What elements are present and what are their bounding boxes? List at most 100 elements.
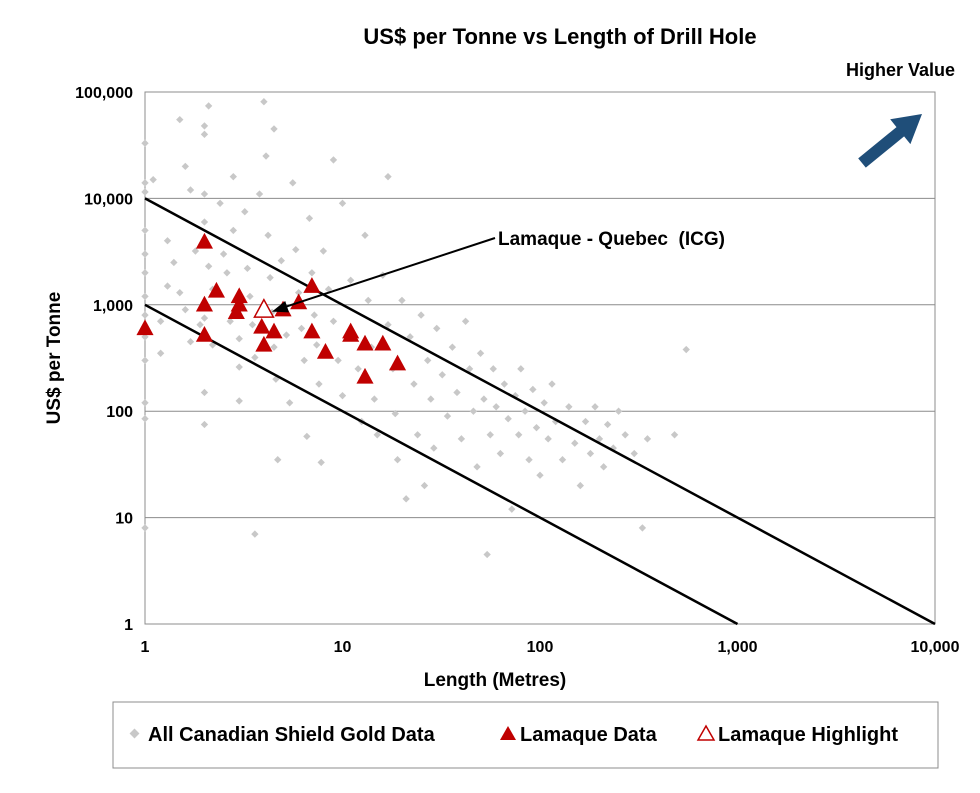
- data-point: [141, 179, 149, 187]
- data-point: [141, 292, 149, 301]
- data-point: [204, 102, 213, 110]
- x-tick-label: 10: [334, 639, 352, 656]
- data-point: [489, 365, 497, 373]
- data-point: [176, 288, 184, 297]
- data-point: [338, 199, 347, 207]
- data-point: [255, 190, 264, 198]
- data-point: [191, 247, 200, 255]
- data-point: [576, 481, 584, 490]
- data-point: [141, 311, 149, 319]
- data-point: [536, 471, 544, 479]
- series-canadian-shield: [141, 98, 690, 559]
- data-point: [504, 415, 512, 423]
- data-point: [591, 403, 599, 411]
- data-point: [361, 231, 369, 239]
- data-point: [141, 250, 149, 258]
- data-point: [219, 250, 228, 258]
- data-point: [430, 444, 438, 452]
- data-point: [303, 432, 311, 441]
- data-point: [438, 371, 446, 379]
- data-point: [181, 162, 189, 171]
- data-point: [433, 324, 441, 333]
- data-point: [384, 173, 392, 181]
- data-point: [277, 256, 285, 265]
- data-point: [260, 98, 268, 106]
- data-point: [393, 456, 402, 464]
- series-lamaque: [136, 232, 407, 384]
- data-point: [292, 245, 300, 254]
- data-point: [141, 139, 149, 147]
- data-point: [540, 399, 548, 407]
- data-point: [266, 273, 274, 282]
- data-point: [581, 417, 590, 426]
- data-point: [496, 449, 505, 458]
- data-point: [473, 463, 481, 471]
- y-tick-label: 1,000: [93, 298, 133, 315]
- data-point: [300, 356, 308, 365]
- data-point: [265, 322, 283, 339]
- data-point: [243, 264, 252, 273]
- reference-line: [144, 303, 739, 626]
- data-point: [599, 463, 608, 471]
- data-point: [200, 130, 209, 139]
- data-point: [532, 424, 541, 432]
- data-point: [364, 296, 372, 305]
- data-point: [230, 295, 248, 312]
- data-point: [638, 524, 647, 532]
- data-point: [413, 431, 422, 439]
- data-point: [384, 321, 392, 329]
- data-point: [200, 314, 209, 322]
- data-point: [682, 345, 690, 354]
- data-point: [289, 179, 297, 187]
- data-point: [465, 365, 474, 373]
- legend-box: [112, 701, 939, 769]
- data-point: [163, 237, 172, 245]
- data-point: [342, 322, 360, 339]
- data-point: [141, 226, 149, 235]
- legend-marker-highlight: [696, 724, 716, 741]
- data-point: [253, 298, 275, 318]
- data-point: [195, 232, 214, 249]
- data-point: [181, 305, 189, 314]
- data-point: [229, 173, 237, 181]
- data-point: [251, 353, 259, 362]
- data-point: [595, 435, 604, 443]
- data-point: [521, 407, 529, 415]
- data-point: [391, 409, 399, 418]
- data-point: [410, 380, 418, 388]
- y-axis-label: US$ per Tonne: [44, 292, 65, 425]
- data-point: [308, 269, 316, 277]
- data-point: [469, 407, 478, 415]
- data-point: [558, 456, 567, 464]
- data-point: [461, 317, 470, 325]
- data-point: [248, 321, 257, 329]
- x-tick-label: 100: [527, 639, 554, 656]
- x-tick-label: 10,000: [911, 639, 960, 656]
- data-point: [295, 288, 303, 297]
- data-point: [270, 343, 278, 351]
- data-point: [346, 276, 355, 284]
- data-point: [156, 349, 165, 357]
- data-point: [603, 420, 612, 429]
- x-tick-label: 1: [141, 639, 150, 656]
- data-point: [548, 380, 556, 388]
- x-axis-tick-labels: 1 10 100 1,000 10,000: [141, 639, 960, 656]
- data-point: [398, 296, 406, 305]
- x-tick-label: 1,000: [717, 639, 757, 656]
- data-point: [329, 317, 338, 325]
- data-point: [310, 311, 319, 319]
- data-point: [200, 190, 209, 198]
- data-point: [235, 397, 243, 405]
- data-point: [417, 311, 425, 319]
- y-tick-label: 10,000: [84, 191, 133, 208]
- data-point: [443, 412, 452, 420]
- data-point: [305, 214, 314, 222]
- data-point: [136, 319, 154, 336]
- data-point: [204, 262, 213, 270]
- data-point: [303, 322, 321, 339]
- data-point: [354, 365, 362, 373]
- data-point: [186, 186, 195, 194]
- data-point: [170, 258, 178, 267]
- data-point: [670, 431, 679, 439]
